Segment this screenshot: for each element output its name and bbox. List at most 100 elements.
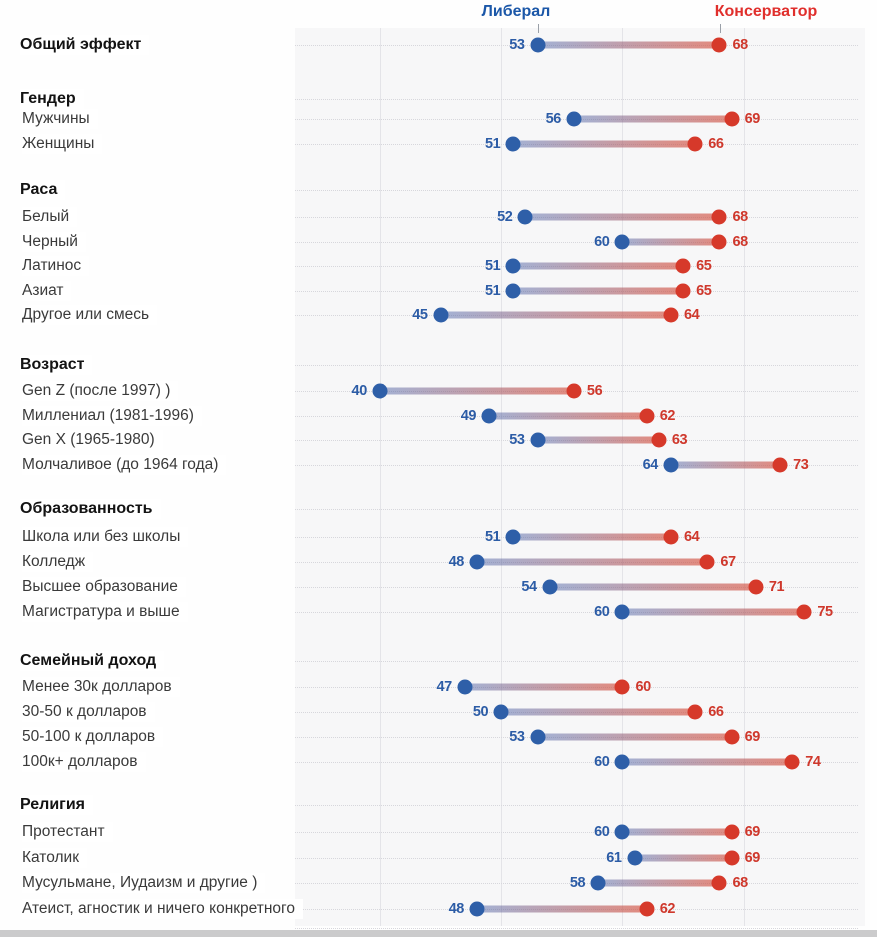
conservative-dot bbox=[675, 258, 691, 274]
liberal-dot bbox=[590, 875, 606, 891]
row-dotted-gridline bbox=[295, 832, 858, 833]
conservative-value: 67 bbox=[720, 554, 736, 570]
liberal-dot bbox=[493, 704, 509, 720]
liberal-dot bbox=[530, 729, 546, 745]
conservative-value: 64 bbox=[683, 307, 700, 323]
row-dotted-gridline bbox=[295, 365, 858, 366]
row-label: Менее 30к долларов bbox=[22, 677, 180, 697]
conservative-dot bbox=[675, 283, 691, 298]
conservative-value: 65 bbox=[696, 258, 712, 274]
liberal-value: 56 bbox=[545, 111, 562, 127]
liberal-value: 53 bbox=[509, 37, 525, 53]
conservative-dot bbox=[748, 579, 764, 595]
dumbbell-line bbox=[537, 41, 720, 49]
dumbbell-line bbox=[513, 287, 684, 294]
conservative-value: 73 bbox=[793, 456, 809, 473]
liberal-dot bbox=[530, 432, 546, 448]
conservative-dot bbox=[724, 111, 740, 127]
conservative-value: 64 bbox=[683, 529, 700, 545]
liberal-dot bbox=[530, 37, 546, 53]
section-title: Гендер bbox=[20, 89, 84, 109]
dumbbell-line bbox=[622, 238, 720, 245]
conservative-value: 66 bbox=[708, 135, 724, 152]
dumbbell-line bbox=[501, 708, 696, 716]
row-label: Высшее образование bbox=[22, 577, 186, 597]
row-label: Мусульмане, Иудаизм и другие ) bbox=[22, 873, 266, 893]
conservative-dot bbox=[614, 679, 630, 695]
liberal-value: 53 bbox=[509, 729, 525, 745]
dumbbell-line bbox=[513, 140, 696, 147]
legend-pointer-tick bbox=[537, 24, 539, 33]
liberal-dot bbox=[566, 111, 582, 127]
section-title: Семейный доход bbox=[20, 651, 165, 671]
vertical-gridline bbox=[501, 28, 503, 926]
conservative-dot bbox=[711, 234, 727, 249]
dumbbell-line bbox=[549, 583, 756, 591]
row-dotted-gridline bbox=[295, 612, 858, 613]
section-title: Образованность bbox=[20, 499, 161, 519]
conservative-value: 68 bbox=[732, 233, 748, 250]
liberal-value: 48 bbox=[448, 554, 465, 570]
conservative-value: 68 bbox=[732, 209, 748, 225]
dumbbell-line bbox=[598, 879, 720, 887]
row-label: Черный bbox=[22, 231, 86, 252]
liberal-dot bbox=[505, 136, 521, 151]
conservative-dot bbox=[711, 37, 727, 53]
row-label: 30-50 к долларов bbox=[22, 702, 155, 722]
row-label: Атеист, агностик и ничего конкретного bbox=[22, 898, 303, 919]
conservative-value: 62 bbox=[659, 900, 676, 917]
section-title: Возраст bbox=[20, 355, 93, 375]
conservative-dot bbox=[699, 554, 715, 570]
liberal-dot bbox=[614, 824, 630, 840]
dumbbell-line bbox=[513, 533, 671, 541]
liberal-value: 53 bbox=[509, 432, 525, 448]
liberal-value: 51 bbox=[484, 529, 501, 545]
dumbbell-line bbox=[537, 733, 732, 741]
legend-pointer-tick bbox=[719, 24, 721, 33]
row-label: 50-100 к долларов bbox=[22, 727, 164, 747]
liberal-value: 47 bbox=[436, 679, 452, 695]
liberal-dot bbox=[457, 679, 473, 695]
liberal-value: 49 bbox=[460, 407, 477, 424]
row-label: Колледж bbox=[22, 552, 94, 572]
row-dotted-gridline bbox=[295, 190, 858, 191]
liberal-dot bbox=[505, 258, 521, 274]
liberal-value: 40 bbox=[351, 383, 368, 399]
vertical-gridline bbox=[622, 28, 624, 926]
row-label: Мужчины bbox=[22, 109, 98, 129]
conservative-dot bbox=[639, 901, 655, 916]
conservative-value: 69 bbox=[744, 111, 761, 127]
row-label: Протестант bbox=[22, 822, 113, 842]
dumbbell-line bbox=[622, 828, 732, 836]
liberal-dot bbox=[627, 850, 643, 865]
section-title: Раса bbox=[20, 180, 66, 200]
liberal-value: 58 bbox=[569, 875, 586, 891]
conservative-value: 74 bbox=[805, 754, 821, 770]
liberal-dot bbox=[505, 283, 521, 298]
liberal-dot bbox=[614, 604, 630, 620]
row-dotted-gridline bbox=[295, 509, 858, 510]
dumbbell-line bbox=[464, 683, 623, 691]
row-label: Белый bbox=[22, 207, 78, 227]
row-label: Школа или без школы bbox=[22, 527, 189, 547]
conservative-dot bbox=[639, 408, 655, 423]
dumbbell-line bbox=[525, 213, 720, 221]
liberal-dot bbox=[614, 234, 630, 249]
row-dotted-gridline bbox=[295, 241, 858, 243]
liberal-dot bbox=[614, 754, 630, 770]
vertical-gridline bbox=[743, 28, 745, 926]
row-label: Gen X (1965-1980) bbox=[22, 430, 163, 450]
section-title: Религия bbox=[20, 795, 94, 815]
conservative-value: 62 bbox=[659, 407, 676, 424]
conservative-value: 63 bbox=[671, 432, 688, 448]
liberal-value: 51 bbox=[484, 258, 501, 274]
dumbbell-line bbox=[622, 608, 805, 616]
conservative-value: 68 bbox=[732, 875, 748, 891]
row-dotted-gridline bbox=[295, 661, 858, 662]
row-label: Миллениал (1981-1996) bbox=[22, 405, 202, 426]
row-dotted-gridline bbox=[295, 99, 858, 100]
row-dotted-gridline bbox=[295, 464, 858, 466]
liberal-value: 61 bbox=[606, 849, 622, 866]
conservative-dot bbox=[724, 850, 740, 865]
